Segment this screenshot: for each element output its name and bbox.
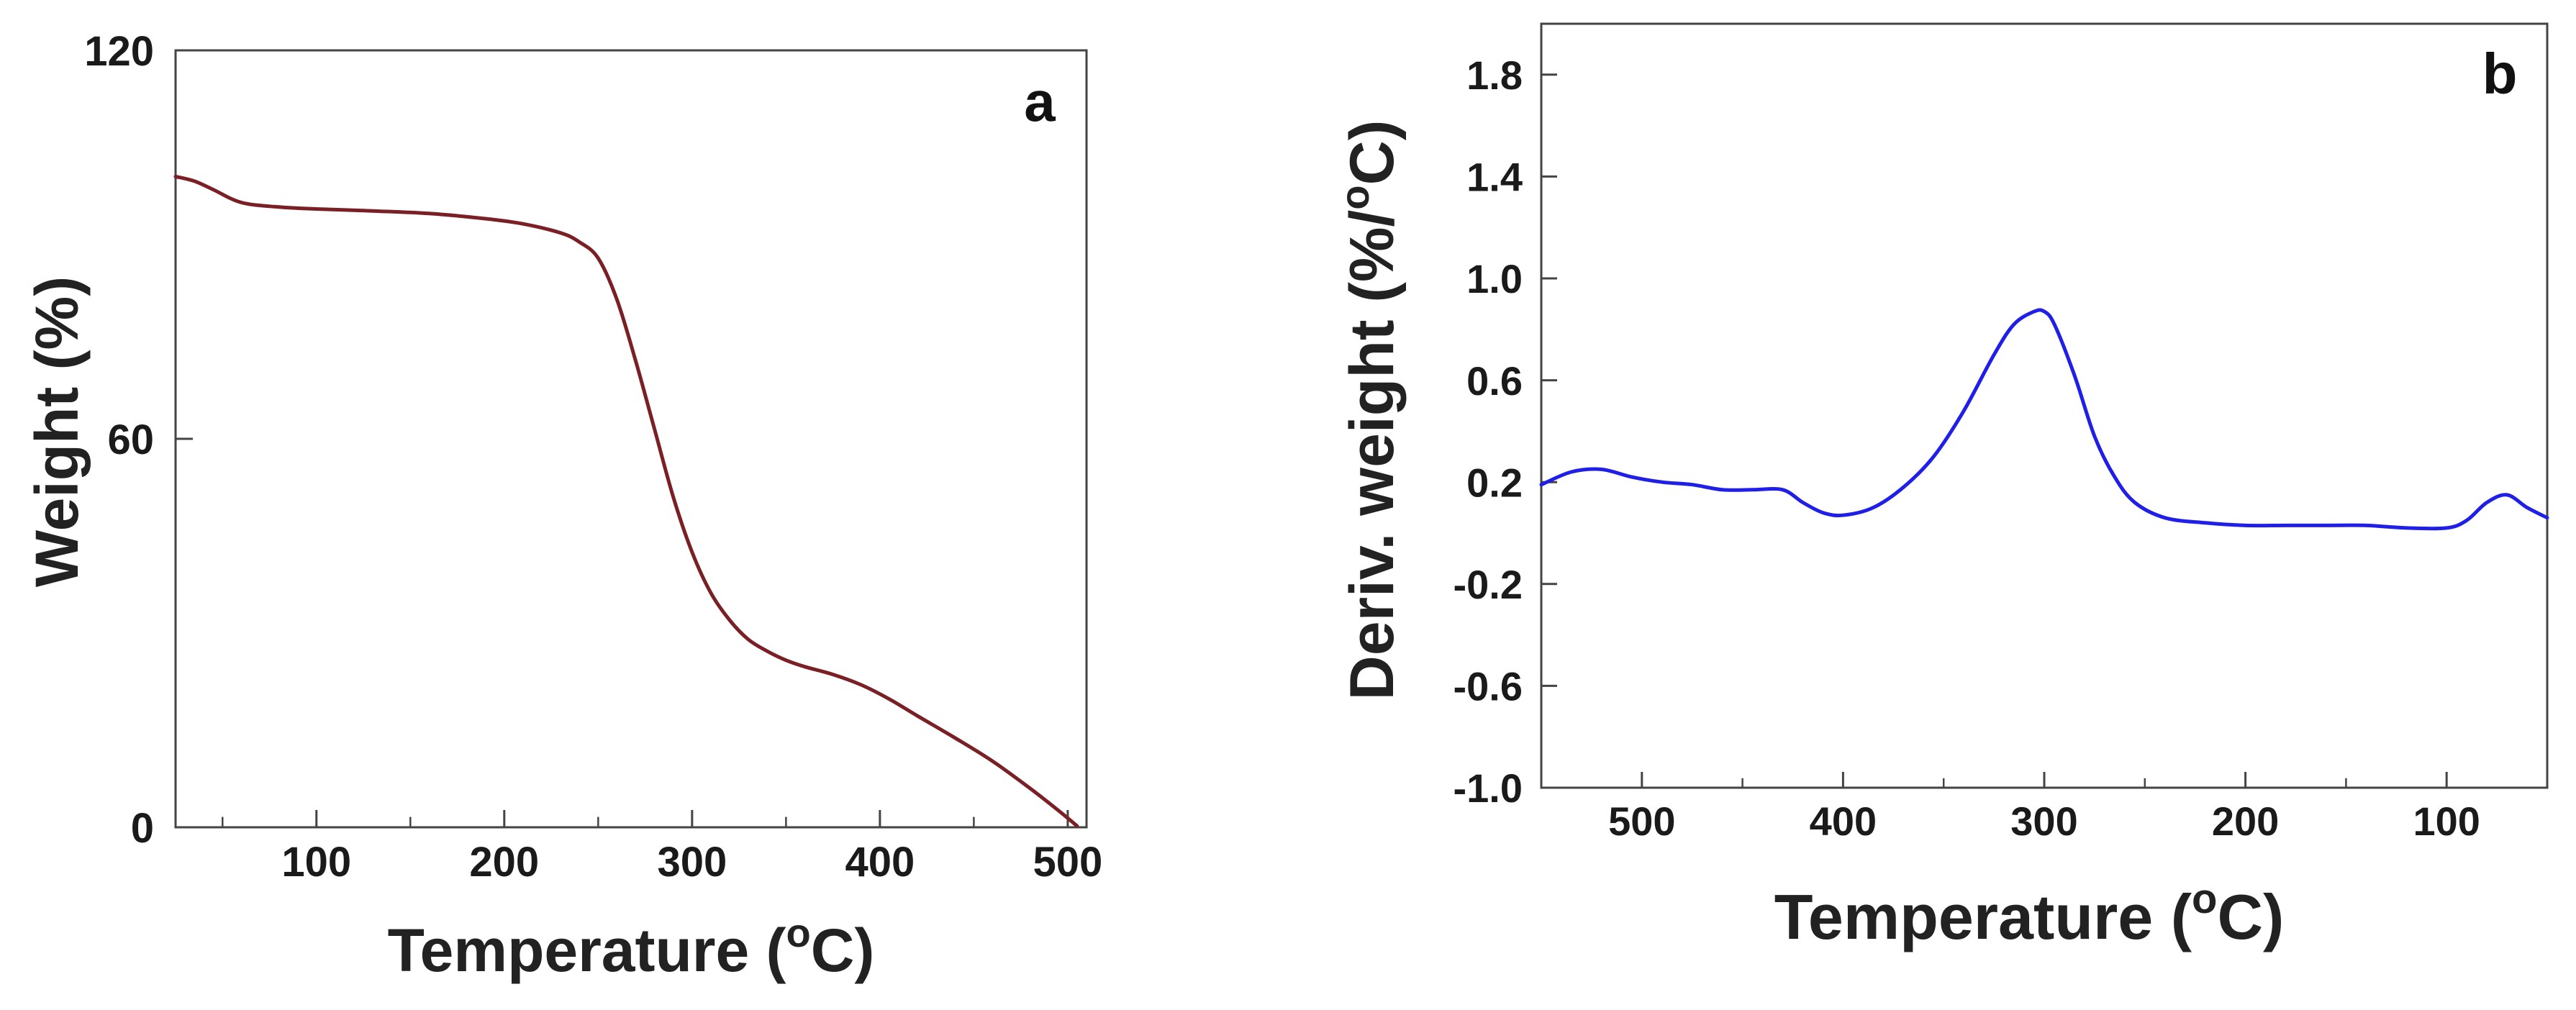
panel-b-x-title-sup: o bbox=[2192, 875, 2217, 922]
b-y-tick-label: -0.2 bbox=[1453, 562, 1523, 607]
panel-a-tick-labels: 100 200 300 400 500 0 60 120 bbox=[84, 28, 1102, 886]
b-y-tick-label: -0.6 bbox=[1453, 664, 1523, 709]
panel-a: 100 200 300 400 500 0 60 120 a Temperature (oC)… bbox=[23, 28, 1102, 984]
b-x-tick-label: 300 bbox=[2010, 799, 2077, 844]
a-x-tick-label: 400 bbox=[845, 839, 915, 886]
a-x-tick-label: 200 bbox=[469, 839, 539, 886]
a-x-tick-label: 500 bbox=[1033, 839, 1103, 886]
b-x-tick-label: 100 bbox=[2413, 799, 2480, 844]
b-x-tick-label: 400 bbox=[1810, 799, 1877, 844]
b-series-line bbox=[1539, 308, 2549, 531]
panel-a-marks bbox=[173, 175, 1079, 828]
panel-b-plot-frame bbox=[1540, 22, 2549, 789]
b-y-tick-label: 1.4 bbox=[1466, 155, 1523, 200]
b-y-tick-label: 0.2 bbox=[1466, 460, 1523, 505]
panel-b-ticks bbox=[1541, 73, 2448, 789]
panel-a-x-title-main: Temperature ( bbox=[388, 916, 786, 984]
panel-b-x-title-unit: C) bbox=[2217, 881, 2284, 952]
b-y-tick-label: -1.0 bbox=[1453, 765, 1523, 811]
panel-b-marks bbox=[1539, 308, 2549, 531]
b-y-tick-label: 0.6 bbox=[1466, 358, 1523, 404]
panel-b-y-title-main: Deriv. weight (%/ bbox=[1338, 210, 1407, 701]
panel-b-y-axis-title: Deriv. weight (%/oC) bbox=[1332, 120, 1407, 701]
panel-a-x-title-sup: o bbox=[786, 910, 811, 955]
panel-b-y-title-sup: o bbox=[1332, 185, 1377, 209]
b-x-tick-label: 500 bbox=[1608, 799, 1675, 844]
a-y-tick-label: 60 bbox=[107, 417, 154, 463]
panel-a-label: a bbox=[1024, 70, 1056, 133]
a-y-tick-label: 120 bbox=[84, 28, 154, 75]
panel-b-tick-labels: 500 400 300 200 100 -1.0 -0.6 -0.2 0.2 0.6 1.0 1.4 1… bbox=[1453, 53, 2480, 844]
b-y-tick-label: 1.8 bbox=[1466, 53, 1523, 98]
b-x-tick-label: 200 bbox=[2212, 799, 2279, 844]
panel-b-x-axis-title: Temperature (oC) bbox=[1774, 875, 2285, 952]
panel-b-label: b bbox=[2482, 42, 2518, 106]
panel-a-ticks bbox=[176, 49, 1069, 829]
panel-a-x-axis-title: Temperature (oC) bbox=[388, 910, 875, 984]
panel-b-y-title-unit: C) bbox=[1338, 120, 1407, 186]
a-y-tick-label: 0 bbox=[131, 805, 154, 852]
panel-a-y-axis-title: Weight (%) bbox=[23, 276, 91, 587]
a-series-line bbox=[173, 175, 1079, 828]
panel-b: 500 400 300 200 100 -1.0 -0.6 -0.2 0.2 0.6 1.0 1.4 1… bbox=[1332, 22, 2549, 952]
a-x-tick-label: 300 bbox=[657, 839, 727, 886]
a-x-tick-label: 100 bbox=[281, 839, 351, 886]
panel-b-x-title-main: Temperature ( bbox=[1774, 881, 2192, 952]
b-y-tick-label: 1.0 bbox=[1466, 256, 1523, 301]
panel-a-plot-frame bbox=[174, 49, 1088, 829]
panel-a-x-title-unit: C) bbox=[811, 916, 875, 984]
